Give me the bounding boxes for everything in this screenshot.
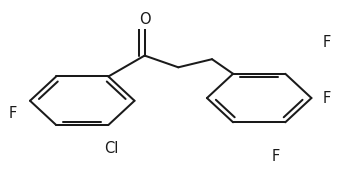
Text: F: F [8,106,17,121]
Text: F: F [323,91,331,106]
Text: F: F [323,35,331,50]
Text: Cl: Cl [104,141,118,156]
Text: O: O [139,12,150,27]
Text: F: F [272,149,280,164]
